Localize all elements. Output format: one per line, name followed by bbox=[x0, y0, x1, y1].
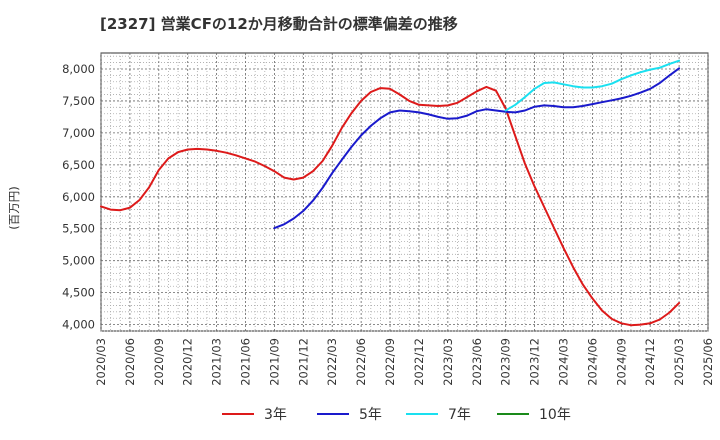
x-tick-labels: 2020/03 2020/06 2020/09 2020/12 2021/03 2021/… bbox=[94, 338, 715, 386]
x-tick-label: 2020/12 bbox=[181, 338, 195, 386]
x-tick-label: 2021/06 bbox=[239, 338, 253, 386]
series-line-7年 bbox=[504, 59, 681, 112]
x-tick-label: 2021/09 bbox=[267, 338, 281, 386]
x-tick-label: 2024/12 bbox=[643, 338, 657, 386]
y-tick-labels: 4,000 4,500 5,000 5,500 6,000 6,500 7,000 7,500… bbox=[62, 62, 95, 332]
x-tick-label: 2022/03 bbox=[325, 338, 339, 386]
y-tick-label: 5,500 bbox=[62, 222, 95, 236]
y-axis-label: (百万円) bbox=[7, 186, 21, 229]
x-tick-label: 2020/03 bbox=[94, 338, 108, 386]
x-tick-label: 2022/06 bbox=[354, 338, 368, 386]
series-line-5年 bbox=[273, 67, 681, 230]
y-tick-label: 6,500 bbox=[62, 158, 95, 172]
x-tick-label: 2020/09 bbox=[152, 338, 166, 386]
legend: 3年 5年 7年 10年 bbox=[222, 407, 571, 423]
x-tick-label: 2023/12 bbox=[528, 338, 542, 386]
series-lines bbox=[100, 59, 681, 327]
y-tick-label: 7,000 bbox=[62, 126, 95, 140]
plot-area bbox=[100, 52, 709, 332]
y-tick-label: 4,000 bbox=[62, 318, 95, 332]
legend-label: 10年 bbox=[539, 407, 571, 423]
x-tick-label: 2025/06 bbox=[701, 338, 715, 386]
y-tick-label: 8,000 bbox=[62, 62, 95, 76]
legend-label: 3年 bbox=[264, 407, 287, 423]
x-tick-label: 2023/03 bbox=[441, 338, 455, 386]
x-tick-label: 2020/06 bbox=[123, 338, 137, 386]
y-tick-label: 7,500 bbox=[62, 94, 95, 108]
x-tick-label: 2023/09 bbox=[499, 338, 513, 386]
x-tick-label: 2024/09 bbox=[614, 338, 628, 386]
legend-label: 7年 bbox=[448, 407, 471, 423]
y-tick-label: 6,000 bbox=[62, 190, 95, 204]
x-tick-label: 2022/12 bbox=[412, 338, 426, 386]
x-tick-label: 2021/12 bbox=[296, 338, 310, 386]
series-line-3年 bbox=[100, 85, 681, 327]
x-tick-label: 2023/06 bbox=[470, 338, 484, 386]
x-tick-label: 2024/06 bbox=[585, 338, 599, 386]
y-tick-label: 4,500 bbox=[62, 286, 95, 300]
x-tick-label: 2021/03 bbox=[210, 338, 224, 386]
legend-label: 5年 bbox=[359, 407, 382, 423]
x-tick-label: 2022/09 bbox=[383, 338, 397, 386]
y-tick-label: 5,000 bbox=[62, 254, 95, 268]
chart-title: [2327] 営業CFの12か月移動合計の標準偏差の推移 bbox=[100, 15, 458, 33]
x-tick-label: 2025/03 bbox=[672, 338, 686, 386]
x-tick-label: 2024/03 bbox=[556, 338, 570, 386]
grid-lines bbox=[100, 53, 709, 332]
